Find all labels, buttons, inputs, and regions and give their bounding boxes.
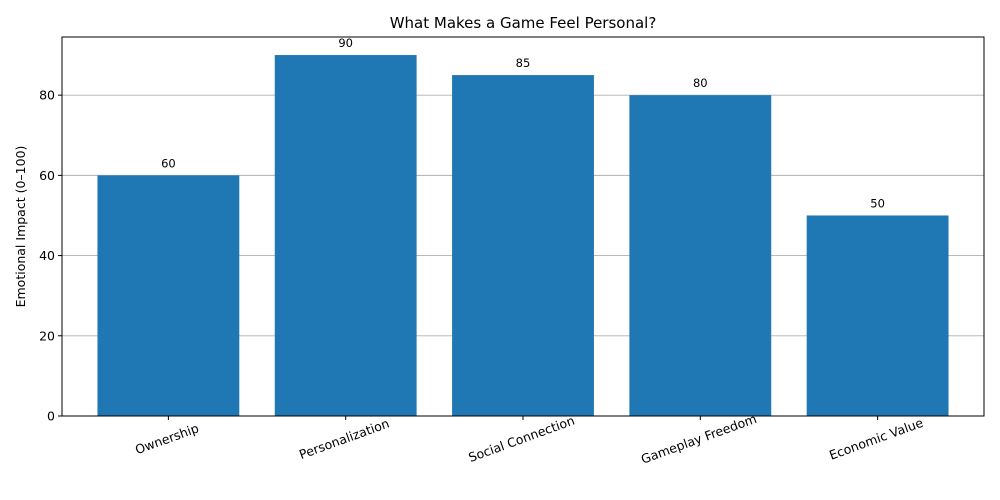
bar-economic-value (806, 215, 949, 416)
x-axis-ticks: Ownership Personalization Social Connectio… (133, 411, 925, 467)
chart-title: What Makes a Game Feel Personal? (390, 14, 657, 32)
bar-social-connection (452, 75, 594, 417)
x-tick-label: Social Connection (466, 413, 576, 465)
bar-value-label: 50 (870, 196, 885, 210)
y-tick-label: 60 (39, 168, 55, 183)
y-tick-label: 0 (47, 409, 55, 424)
bar-value-label: 60 (161, 156, 176, 170)
y-tick-label: 80 (39, 88, 55, 103)
y-axis-ticks: 0 20 40 60 80 (39, 88, 62, 424)
x-tick-label: Gameplay Freedom (639, 411, 759, 467)
y-tick-label: 20 (39, 328, 55, 343)
bar-gameplay-freedom (629, 95, 772, 416)
x-tick-label: Economic Value (827, 415, 925, 463)
bar-personalization (274, 55, 417, 417)
bar-value-label: 90 (338, 36, 353, 50)
bars (97, 55, 949, 417)
x-tick-label: Ownership (133, 420, 201, 457)
y-tick-label: 40 (39, 248, 55, 263)
bar-ownership (97, 175, 240, 416)
bar-value-label: 80 (693, 76, 708, 90)
bar-value-label: 85 (516, 56, 531, 70)
data-labels: 60 90 85 80 50 (161, 36, 885, 210)
x-tick-label: Personalization (297, 416, 391, 463)
y-axis-label: Emotional Impact (0–100) (13, 146, 28, 308)
